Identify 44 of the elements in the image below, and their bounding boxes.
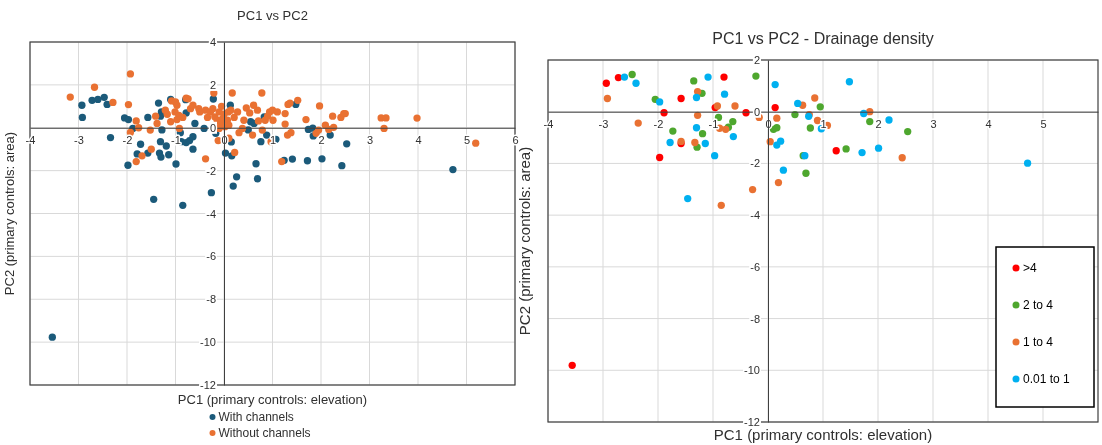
x-tick-label: 3 [366,133,374,146]
x-tick-label: 2 [875,117,882,130]
legend-label: 2 to 4 [1023,298,1054,312]
y-tick-label: -12 [200,379,216,392]
y-tick-label: -10 [744,364,760,377]
y-tick-label: -4 [750,209,760,222]
y-tick-label: -6 [750,260,760,273]
legend-label: Without channels [218,426,311,440]
y-axis-title: PC2 (primary controls: area) [516,146,533,336]
x-tick-label: 5 [463,133,471,146]
y-tick-label: -4 [206,207,216,220]
x-tick-label: 5 [1040,117,1047,130]
x-tick-label: 1 [820,117,827,130]
y-tick-label: 2 [209,78,216,91]
x-tick-label: -1 [708,117,719,130]
x-tick-label: -3 [74,133,84,146]
y-tick-label: 0 [753,105,760,118]
x-axis-title: PC1 (primary controls: elevation) [713,426,933,443]
x-axis-title: PC1 (primary controls: elevation) [177,392,368,407]
chart-title: PC1 vs PC2 - Drainage density [712,30,934,47]
y-axis-title: PC2 (primary controls: area) [2,131,17,296]
y-tick-label: -12 [744,416,760,429]
x-tick-label: 4 [985,117,992,130]
y-tick-label: -8 [750,312,760,325]
y-tick-label: -8 [206,293,216,306]
legend-label: 0.01 to 1 [1023,372,1071,386]
x-tick-label: 2 [318,133,325,146]
y-tick-label: -6 [206,250,216,263]
chart-title: PC1 vs PC2 [237,8,308,23]
x-tick-label: -1 [171,133,181,146]
x-tick-label: 3 [930,117,937,130]
x-tick-label: -2 [653,117,664,130]
y-tick-label: -10 [200,336,216,349]
legend-label: >4 [1023,261,1038,275]
legend-label: With channels [218,410,294,424]
y-tick-label: 4 [209,36,216,49]
x-tick-label: 4 [415,133,422,146]
x-tick-label: -2 [122,133,133,146]
x-tick-label: 1 [269,133,277,146]
x-tick-label: -3 [598,117,609,130]
y-tick-label: -2 [206,164,216,177]
legend-label: 1 to 4 [1023,335,1054,349]
y-tick-label: 2 [753,54,760,67]
y-tick-label: -2 [750,157,760,170]
